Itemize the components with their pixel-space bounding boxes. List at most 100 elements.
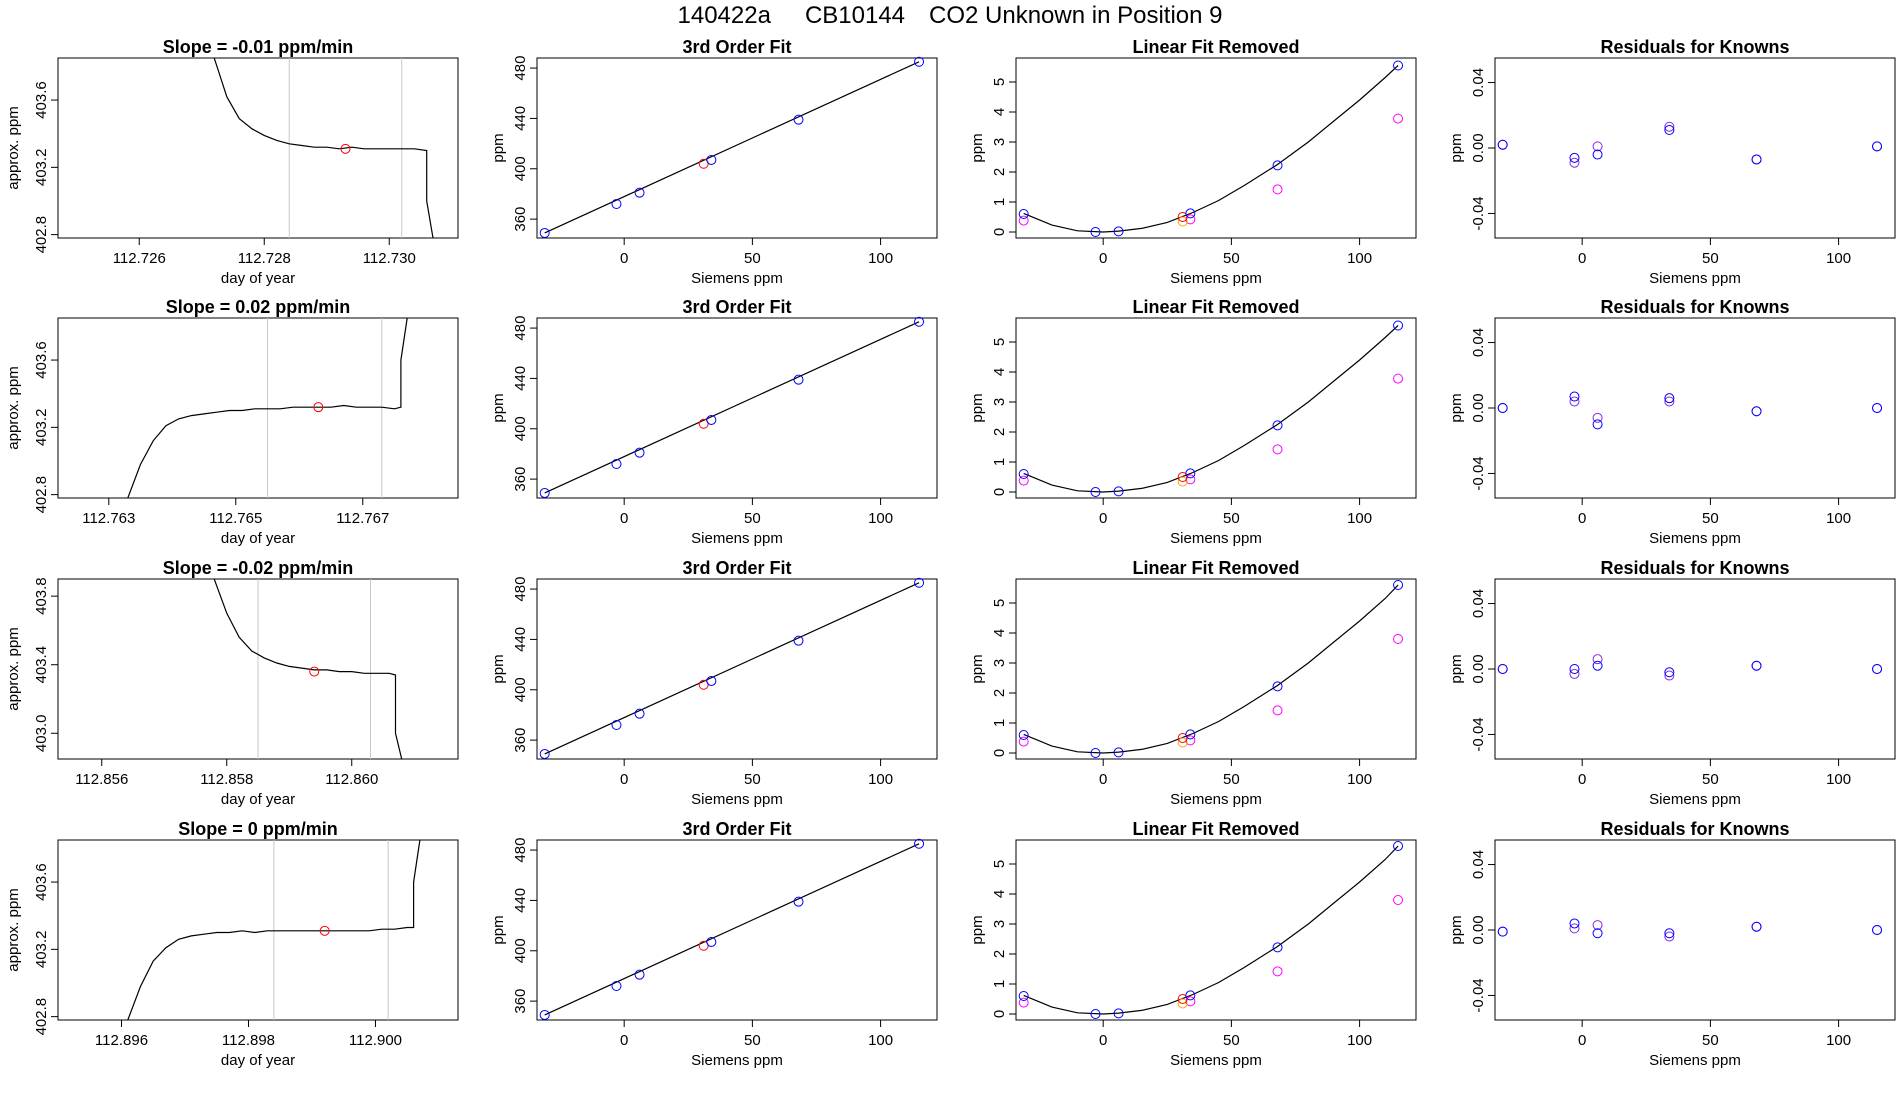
panel-2-1-ytick-label: 403.6	[33, 341, 50, 379]
panel-1-4-known-alt-point	[1664, 121, 1675, 132]
panel-3-3-known-point	[1113, 747, 1124, 758]
panel-1-1-ytick-label: 402.8	[33, 216, 50, 254]
panel-4-1-ytick-label: 403.6	[33, 863, 50, 901]
panel-3-1-xtick-label: 112.860	[325, 771, 378, 788]
panel-4-3-ytick-label: 5	[991, 860, 1008, 868]
panel-2-3-ytick-label: 2	[991, 428, 1008, 436]
panel-1-3-xtick-label: 0	[1099, 250, 1107, 267]
panel-4-1-xtick-label: 112.898	[222, 1032, 275, 1049]
panel-4-4-known-alt-point	[1664, 931, 1675, 942]
panel-3-1-xtick-label: 112.858	[200, 771, 253, 788]
panel-2-4-known-point	[1497, 403, 1508, 413]
panel-4-4-xtick-label: 0	[1578, 1032, 1586, 1049]
panel-2-4-known-point	[1569, 391, 1580, 402]
panel-4-3-known-point	[1272, 942, 1283, 953]
panel-3-4-known-alt-point	[1569, 668, 1580, 679]
panel-3-1-ytick-label: 403.4	[33, 646, 50, 684]
panel-4-3-magenta-point	[1018, 997, 1029, 1008]
panel-2-1-xtick-label: 112.763	[82, 510, 135, 527]
panel-2-4-known-alt-point	[1664, 396, 1675, 407]
panel-2-3-known-point	[1185, 468, 1196, 479]
panel-3-4-xlabel: Siemens ppm	[1649, 791, 1741, 808]
panel-2-3-known-point	[1090, 487, 1101, 497]
panel-3-1-ytick-label: 403.0	[33, 715, 50, 753]
panel-4-3-unknown-alt-point	[1177, 998, 1188, 1009]
panel-1-3-ytick-label: 0	[991, 228, 1008, 236]
panel-4-3-known-point	[1185, 990, 1196, 1001]
panel-2-3-xlabel: Siemens ppm	[1170, 530, 1262, 547]
panel-1-4-xlabel: Siemens ppm	[1649, 270, 1741, 287]
panel-4-4-known-alt-point	[1592, 920, 1603, 931]
panel-1-4-known-point	[1592, 149, 1603, 160]
panel-2-3-title: Linear Fit Removed	[1132, 297, 1299, 317]
panel-3-1-xlabel: day of year	[221, 791, 295, 808]
panel-1-4-ylabel: ppm	[1448, 133, 1465, 162]
panel-4-1-ytick-label: 403.2	[33, 931, 50, 969]
panel-1-2-known-point	[611, 199, 622, 210]
panel-2-4-ytick-label: 0.04	[1470, 328, 1487, 357]
panel-2-3-magenta-point	[1272, 444, 1283, 455]
panel-4-4-known-point	[1751, 921, 1762, 932]
panel-2-4-xtick-label: 0	[1578, 510, 1586, 527]
panel-4-2-known-point	[611, 981, 622, 992]
panel-2-2-known-point	[539, 487, 550, 498]
panel-2-2-ytick-label: 480	[512, 316, 529, 341]
panel-4-2-known-point	[539, 1009, 550, 1020]
panel-1-2-xtick-label: 100	[868, 250, 893, 267]
panel-1-3-ylabel: ppm	[969, 133, 986, 162]
panel-3-3-magenta-point	[1272, 705, 1283, 716]
panel-1-3-fit-curve	[1023, 65, 1399, 233]
panel-2-1-ytick-label: 402.8	[33, 476, 50, 514]
panel-2-2-fit-line	[544, 321, 920, 494]
panel-4-3-ytick-label: 4	[991, 890, 1008, 898]
panel-3-3-xtick-label: 50	[1223, 771, 1240, 788]
panel-4-3-title: Linear Fit Removed	[1132, 819, 1299, 839]
panel-3-3-known-point	[1018, 730, 1029, 740]
panel-4-2-ytick-label: 360	[512, 989, 529, 1014]
panel-1-2-ylabel: ppm	[490, 133, 507, 162]
panel-1-2-known-point	[793, 114, 804, 125]
panel-2-2-known-point	[706, 414, 717, 425]
panel-4-2-xtick-label: 50	[744, 1032, 761, 1049]
panel-2-3-magenta-point	[1018, 475, 1029, 486]
panel-3-2-ytick-label: 400	[512, 677, 529, 702]
panel-3-4-known-point	[1592, 660, 1603, 671]
panel-4-1-title: Slope = 0 ppm/min	[178, 819, 338, 839]
panel-3-4-known-alt-point	[1664, 670, 1675, 681]
panel-4-2-fit-line	[544, 843, 920, 1016]
panel-2-1-title: Slope = 0.02 ppm/min	[166, 297, 351, 317]
panel-3-2-known-point	[914, 577, 925, 588]
panel-3-2-known-point	[539, 748, 550, 759]
panel-3-4-frame	[1494, 578, 1896, 760]
panel-3-3-magenta-point	[1185, 735, 1196, 746]
panel-2-3-xtick-label: 50	[1223, 510, 1240, 527]
panel-2-4-xlabel: Siemens ppm	[1649, 530, 1741, 547]
panel-4-3-ytick-label: 1	[991, 980, 1008, 988]
panel-1-2-ytick-label: 400	[512, 156, 529, 181]
panel-4-3-ytick-label: 3	[991, 920, 1008, 928]
panel-3-3-frame	[1015, 578, 1417, 760]
panel-3-3-ytick-label: 1	[991, 719, 1008, 727]
panel-3-3-xtick-label: 0	[1099, 771, 1107, 788]
panel-4-3-magenta-point	[1185, 996, 1196, 1007]
panel-2-4-known-alt-point	[1592, 412, 1603, 423]
panel-1-2-ytick-label: 480	[512, 56, 529, 81]
panel-2-3-known-point	[1018, 469, 1029, 479]
panel-4-4-xlabel: Siemens ppm	[1649, 1052, 1741, 1069]
panel-2-1-mean-marker	[313, 402, 324, 413]
panel-3-2-xlabel: Siemens ppm	[691, 791, 783, 808]
panel-2-2-frame	[536, 317, 938, 499]
panel-2-4-xtick-label: 100	[1826, 510, 1851, 527]
panel-3-2-xtick-label: 0	[620, 771, 628, 788]
panel-3-1-title: Slope = -0.02 ppm/min	[163, 558, 354, 578]
panel-2-2-ylabel: ppm	[490, 393, 507, 422]
panel-4-1-ylabel: approx. ppm	[5, 888, 22, 971]
panel-2-3-known-point	[1272, 420, 1283, 431]
panel-4-3-xtick-label: 100	[1347, 1032, 1372, 1049]
panel-1-1-xtick-label: 112.730	[363, 250, 416, 267]
panel-2-4-known-point	[1872, 403, 1883, 413]
panel-2-4-xtick-label: 50	[1702, 510, 1719, 527]
panel-3-3-title: Linear Fit Removed	[1132, 558, 1299, 578]
panel-4-4-known-point	[1569, 918, 1580, 929]
